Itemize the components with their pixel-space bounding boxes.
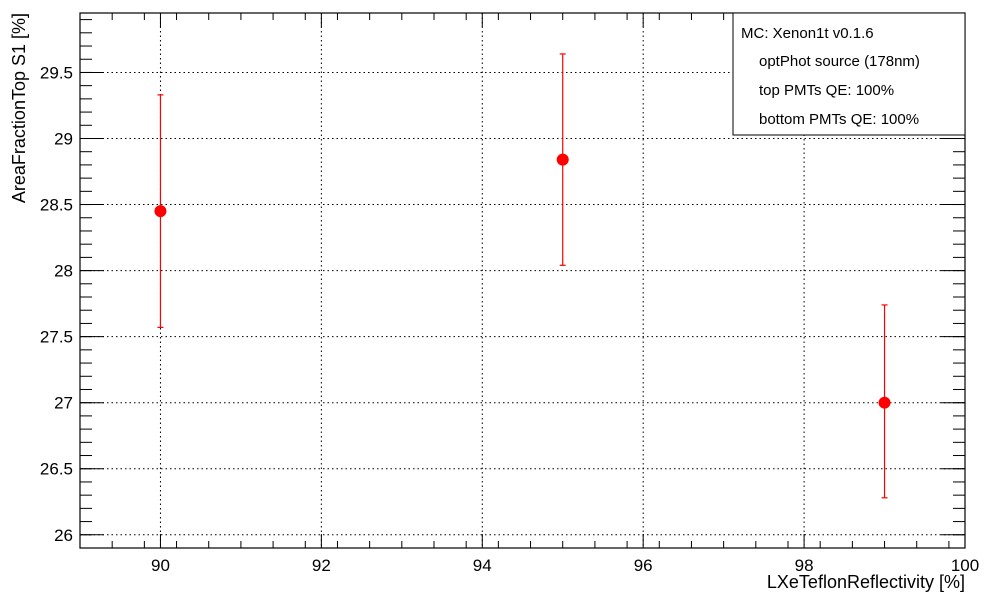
data-point (878, 396, 891, 409)
y-tick-label: 28.5 (40, 196, 73, 215)
y-tick-label: 29 (54, 129, 73, 148)
x-tick-label: 98 (795, 556, 814, 575)
data-point (556, 153, 569, 166)
tick-labels: 90 92 94 96 98 100 26 26.5 27 27.5 28 28.5 29 29.5 (40, 63, 979, 575)
legend-line-1: MC: Xenon1t v0.1.6 (741, 25, 874, 42)
legend-box (732, 12, 966, 136)
tick-marks (79, 13, 966, 549)
legend: MC: Xenon1t v0.1.6 optPhot source (178nm… (732, 12, 966, 136)
grid (80, 13, 966, 548)
y-tick-label: 26 (54, 526, 73, 545)
y-tick-label: 26.5 (40, 460, 73, 479)
y-tick-label: 27.5 (40, 328, 73, 347)
x-tick-label: 92 (312, 556, 331, 575)
data-point (154, 205, 167, 218)
data-points (154, 153, 891, 409)
x-axis-title: LXeTeflonReflectivity [%] (767, 572, 965, 592)
legend-line-4: bottom PMTs QE: 100% (759, 111, 919, 128)
x-tick-label: 96 (634, 556, 653, 575)
y-axis-title: AreaFractionTop S1 [%] (9, 13, 29, 203)
y-tick-label: 29.5 (40, 63, 73, 82)
x-tick-label: 90 (151, 556, 170, 575)
legend-line-2: optPhot source (178nm) (759, 53, 920, 70)
y-tick-label: 28 (54, 262, 73, 281)
x-tick-label: 100 (951, 556, 979, 575)
legend-line-3: top PMTs QE: 100% (759, 82, 894, 99)
y-tick-label: 27 (54, 394, 73, 413)
x-tick-label: 94 (473, 556, 492, 575)
plot-frame (79, 12, 966, 549)
